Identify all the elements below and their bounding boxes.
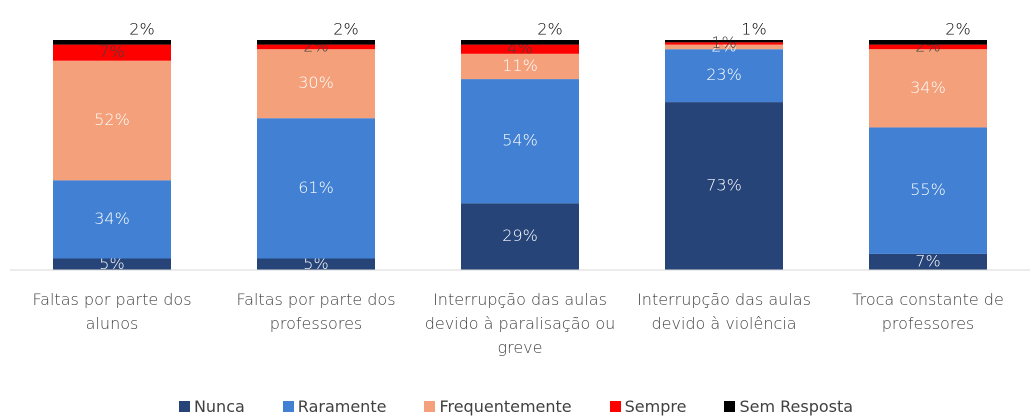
bar-segment [665,102,783,270]
bar-segment [257,258,375,270]
bar-segment [665,42,783,45]
bar-segment [257,44,375,50]
value-label: 7% [99,42,124,61]
legend-label: Sem Resposta [739,397,854,416]
value-label: 73% [706,176,742,195]
value-label: 55% [910,180,946,199]
legend: Nunca Raramente Frequentemente Sempre Sem Re… [0,397,1032,416]
bar-segment [869,127,987,254]
value-label: 2% [915,36,940,55]
legend-swatch [424,401,436,412]
legend-swatch [724,401,736,412]
value-label: 2% [537,20,562,39]
value-label: 23% [706,65,742,84]
bar-segment [869,49,987,128]
legend-label: Sempre [624,397,687,416]
value-label: 54% [502,131,538,150]
x-tick-label: Interrupção das aulas devido à violência [637,290,811,333]
legend-item: Raramente [282,397,387,416]
bar-segment [53,40,171,45]
value-label: 7% [915,251,940,270]
bar-segment [257,118,375,259]
legend-label: Frequentemente [439,397,572,416]
bar-segment [665,49,783,103]
bar-segment [53,180,171,259]
bar-segment [461,40,579,45]
legend-swatch [282,401,294,412]
value-label: 61% [298,178,334,197]
legend-label: Raramente [297,397,387,416]
bar-segment [257,40,375,45]
legend-item: Frequentemente [424,397,572,416]
value-label: 1% [741,20,766,39]
value-label: 2% [303,36,328,55]
legend-item: Sempre [609,397,687,416]
x-tick-label: Faltas por parte dos alunos [32,290,192,333]
bar-segment [53,44,171,61]
value-label: 34% [910,78,946,97]
value-label: 11% [502,56,538,75]
bar-segment [665,40,783,43]
bar-segment [461,203,579,270]
plot: 5%34%52%7%2%5%61%30%2%2%29%54%11%4%2%73%… [10,19,1030,271]
value-label: 1% [711,33,736,52]
bar-segment [461,44,579,54]
bar-segment [665,44,783,50]
bar-segment [257,49,375,119]
legend-item: Sem Resposta [724,397,853,416]
bar-segment [869,44,987,50]
value-label: 52% [94,110,130,129]
legend-swatch [178,401,190,412]
bar-segment [53,60,171,181]
x-tick-label: Troca constante de professores [852,290,1004,333]
bar-segment [53,258,171,270]
value-label: 2% [945,20,970,39]
value-label: 34% [94,209,130,228]
bar-segment [461,53,579,80]
value-label: 2% [129,20,154,39]
x-tick-label: Interrupção das aulas devido à paralisaç… [424,290,616,357]
legend-label: Nunca [193,397,245,416]
x-tick-label: Faltas por parte dos professores [236,290,396,333]
bar-segment [869,253,987,270]
value-label: 2% [333,20,358,39]
legend-swatch [609,401,621,412]
bar-segment [869,40,987,45]
value-label: 29% [502,226,538,245]
bar-segment [461,79,579,204]
legend-item: Nunca [178,397,245,416]
value-label: 30% [298,73,334,92]
